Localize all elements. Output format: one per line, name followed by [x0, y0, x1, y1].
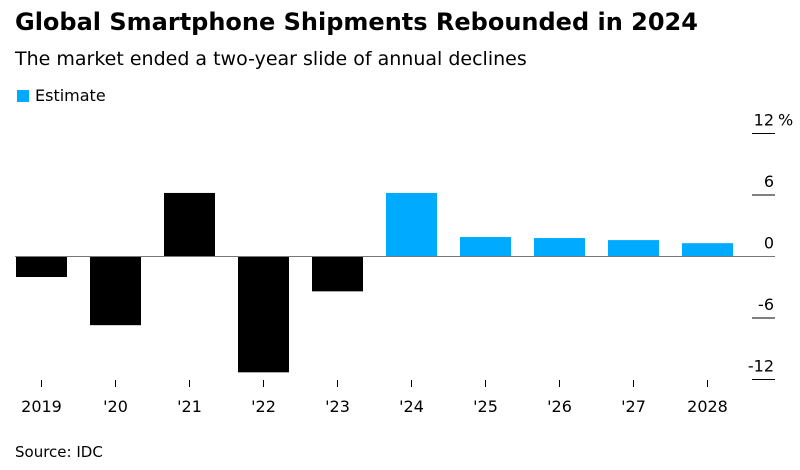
- x-tick-label: '27: [621, 397, 646, 416]
- x-tick-label: '22: [251, 397, 276, 416]
- y-tick-label: 0: [764, 234, 774, 253]
- x-tick-label: 2028: [687, 397, 728, 416]
- bar-20: [90, 256, 141, 326]
- x-tick-label: '26: [547, 397, 572, 416]
- x-tick-label: '24: [399, 397, 424, 416]
- source-note: Source: IDC: [15, 443, 103, 461]
- y-tick-label: 6: [764, 172, 774, 191]
- legend-swatch-estimate: [17, 89, 29, 102]
- bar-2019: [16, 256, 67, 277]
- x-tick-label: 2019: [21, 397, 62, 416]
- chart-subtitle: The market ended a two-year slide of ann…: [15, 48, 527, 70]
- bar-27: [608, 240, 659, 257]
- bar-24: [386, 192, 437, 257]
- y-tick-label: -12: [748, 357, 774, 376]
- x-tick-label: '25: [473, 397, 498, 416]
- bar-21: [164, 192, 215, 257]
- x-tick-label: '23: [325, 397, 350, 416]
- bar-2028: [682, 243, 733, 257]
- y-tick-label: 12: [754, 111, 774, 130]
- bar-22: [238, 256, 289, 373]
- y-unit-label: %: [778, 111, 793, 130]
- bar-23: [312, 256, 363, 292]
- y-tick-label: -6: [758, 295, 774, 314]
- legend: Estimate: [17, 86, 106, 105]
- x-tick-label: '20: [103, 397, 128, 416]
- chart-title: Global Smartphone Shipments Rebounded in…: [15, 8, 698, 36]
- bar-26: [534, 238, 585, 257]
- bar-25: [460, 237, 511, 257]
- legend-label-estimate: Estimate: [35, 86, 106, 105]
- x-tick-label: '21: [177, 397, 202, 416]
